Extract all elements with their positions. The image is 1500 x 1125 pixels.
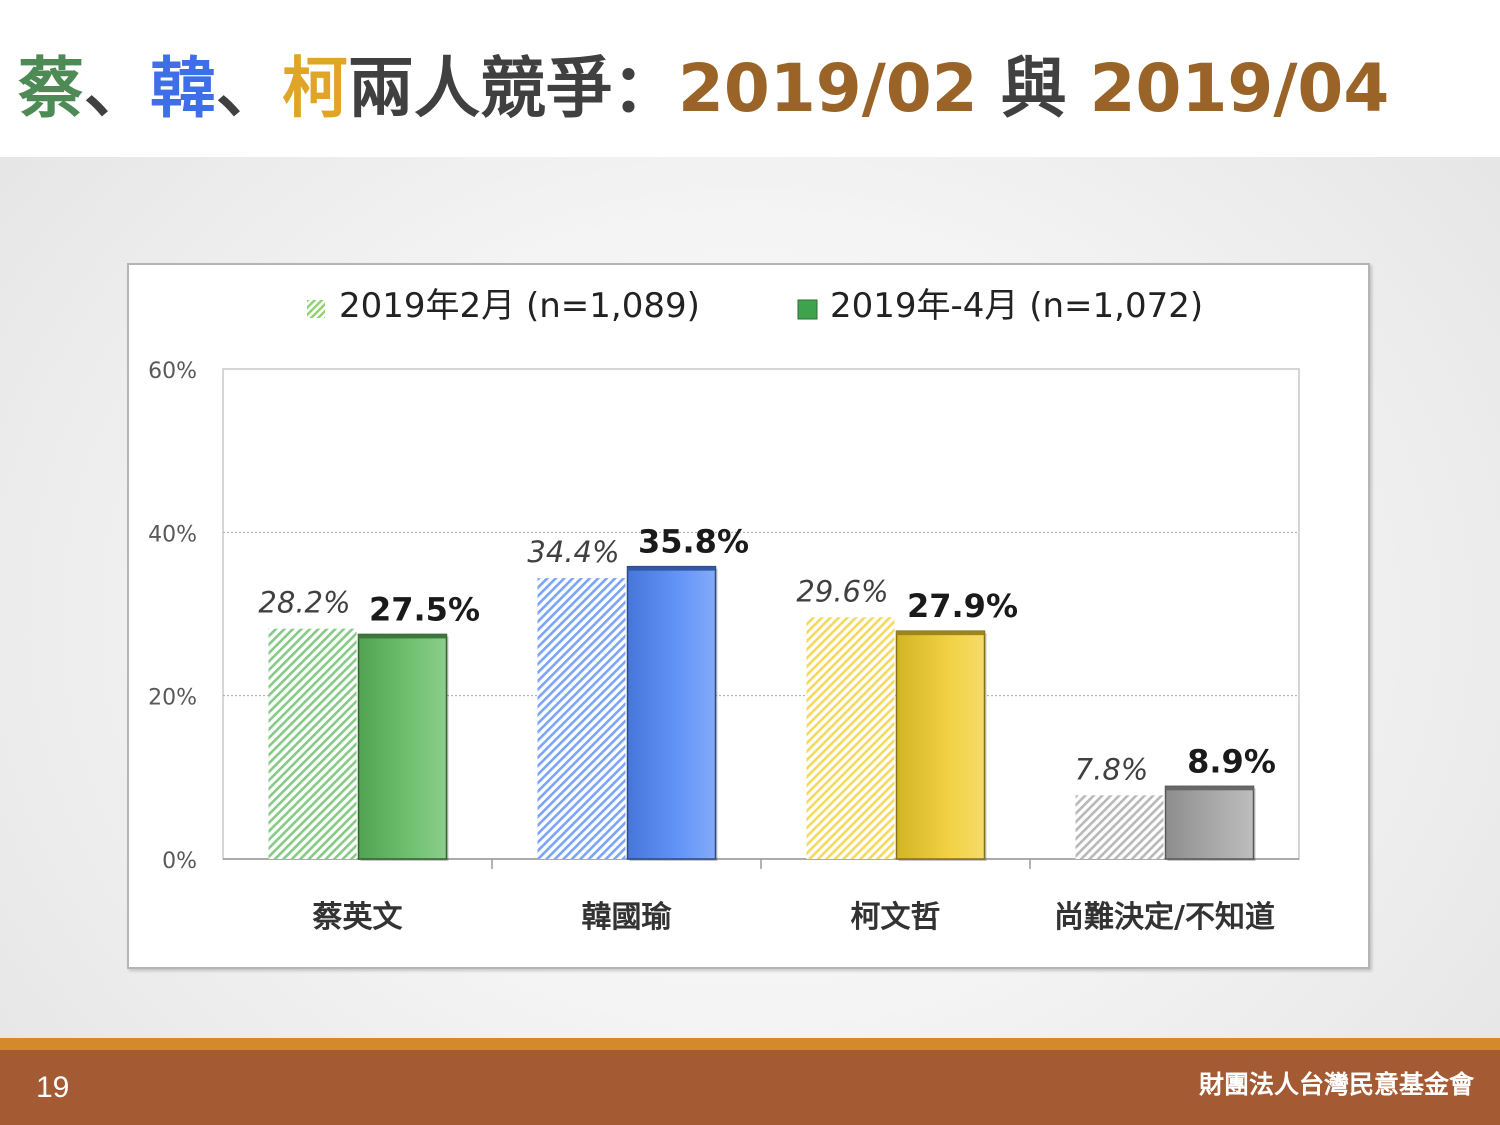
- bar-feb-1: [537, 578, 626, 859]
- category-label: 柯文哲: [851, 900, 941, 935]
- bar-chart: 60% 40% 20% 0% 28.2% 27.5% 蔡英文 34.4% 35.8% 韓國瑜 29.…: [148, 286, 1300, 935]
- data-label-feb: 34.4%: [527, 535, 619, 569]
- bar-cap: [896, 631, 985, 636]
- legend-label-apr: 2019年-4月 (n=1,072): [830, 286, 1203, 326]
- data-label-apr: 27.5%: [369, 590, 480, 628]
- bar-apr-0: [357, 633, 448, 860]
- legend-swatch-apr: [797, 299, 818, 320]
- title-segment: 柯: [282, 50, 348, 127]
- bar-cap: [1165, 786, 1254, 791]
- legend-swatch-feb: [307, 300, 325, 318]
- title-segment: 蔡: [18, 50, 84, 127]
- bar-apr-2: [895, 630, 986, 860]
- bar-feb-3: [1075, 795, 1164, 859]
- title-segment: 、: [84, 50, 150, 127]
- legend: 2019年2月 (n=1,089) 2019年-4月 (n=1,072): [307, 286, 1203, 326]
- title-segment: 與: [977, 50, 1090, 127]
- data-label-apr: 35.8%: [638, 523, 749, 561]
- title-segment: 、: [216, 50, 282, 127]
- title-band: [0, 0, 1500, 157]
- title-segment: 2019/02: [678, 50, 978, 127]
- y-tick-label: 0%: [162, 849, 197, 874]
- page-title: 蔡、韓、柯兩人競爭：2019/02 與 2019/04: [18, 44, 1389, 134]
- title-segment: 2019/04: [1089, 50, 1390, 127]
- category-label: 蔡英文: [313, 900, 403, 935]
- data-label-apr: 27.9%: [907, 587, 1018, 625]
- title-segment: 兩人競爭：: [348, 50, 678, 127]
- bar-apr-1: [626, 565, 717, 860]
- bar-cap: [358, 634, 447, 639]
- page-number: 19: [36, 1071, 70, 1104]
- data-label-feb: 7.8%: [1075, 752, 1149, 786]
- bar-feb-0: [268, 628, 357, 859]
- bar-cap: [627, 566, 716, 571]
- data-label-feb: 29.6%: [796, 574, 888, 608]
- legend-label-feb: 2019年2月 (n=1,089): [339, 286, 700, 326]
- data-label-feb: 28.2%: [258, 586, 350, 620]
- chart-frame: 60% 40% 20% 0% 28.2% 27.5% 蔡英文 34.4% 35.8% 韓國瑜 29.…: [127, 263, 1370, 969]
- category-label: 韓國瑜: [582, 900, 673, 935]
- y-tick-label: 60%: [148, 359, 197, 384]
- y-tick-label: 20%: [148, 686, 197, 711]
- title-segment: 韓: [150, 50, 216, 127]
- y-tick-label: 40%: [148, 522, 197, 547]
- data-label-apr: 8.9%: [1187, 742, 1276, 780]
- footer-bar: [0, 1050, 1500, 1125]
- category-label: 尚難決定/不知道: [1054, 900, 1275, 935]
- bar-apr-3: [1164, 785, 1255, 860]
- footer-accent-line: [0, 1038, 1500, 1050]
- organization-name: 財團法人台灣民意基金會: [1198, 1070, 1474, 1099]
- bar-feb-2: [806, 617, 895, 859]
